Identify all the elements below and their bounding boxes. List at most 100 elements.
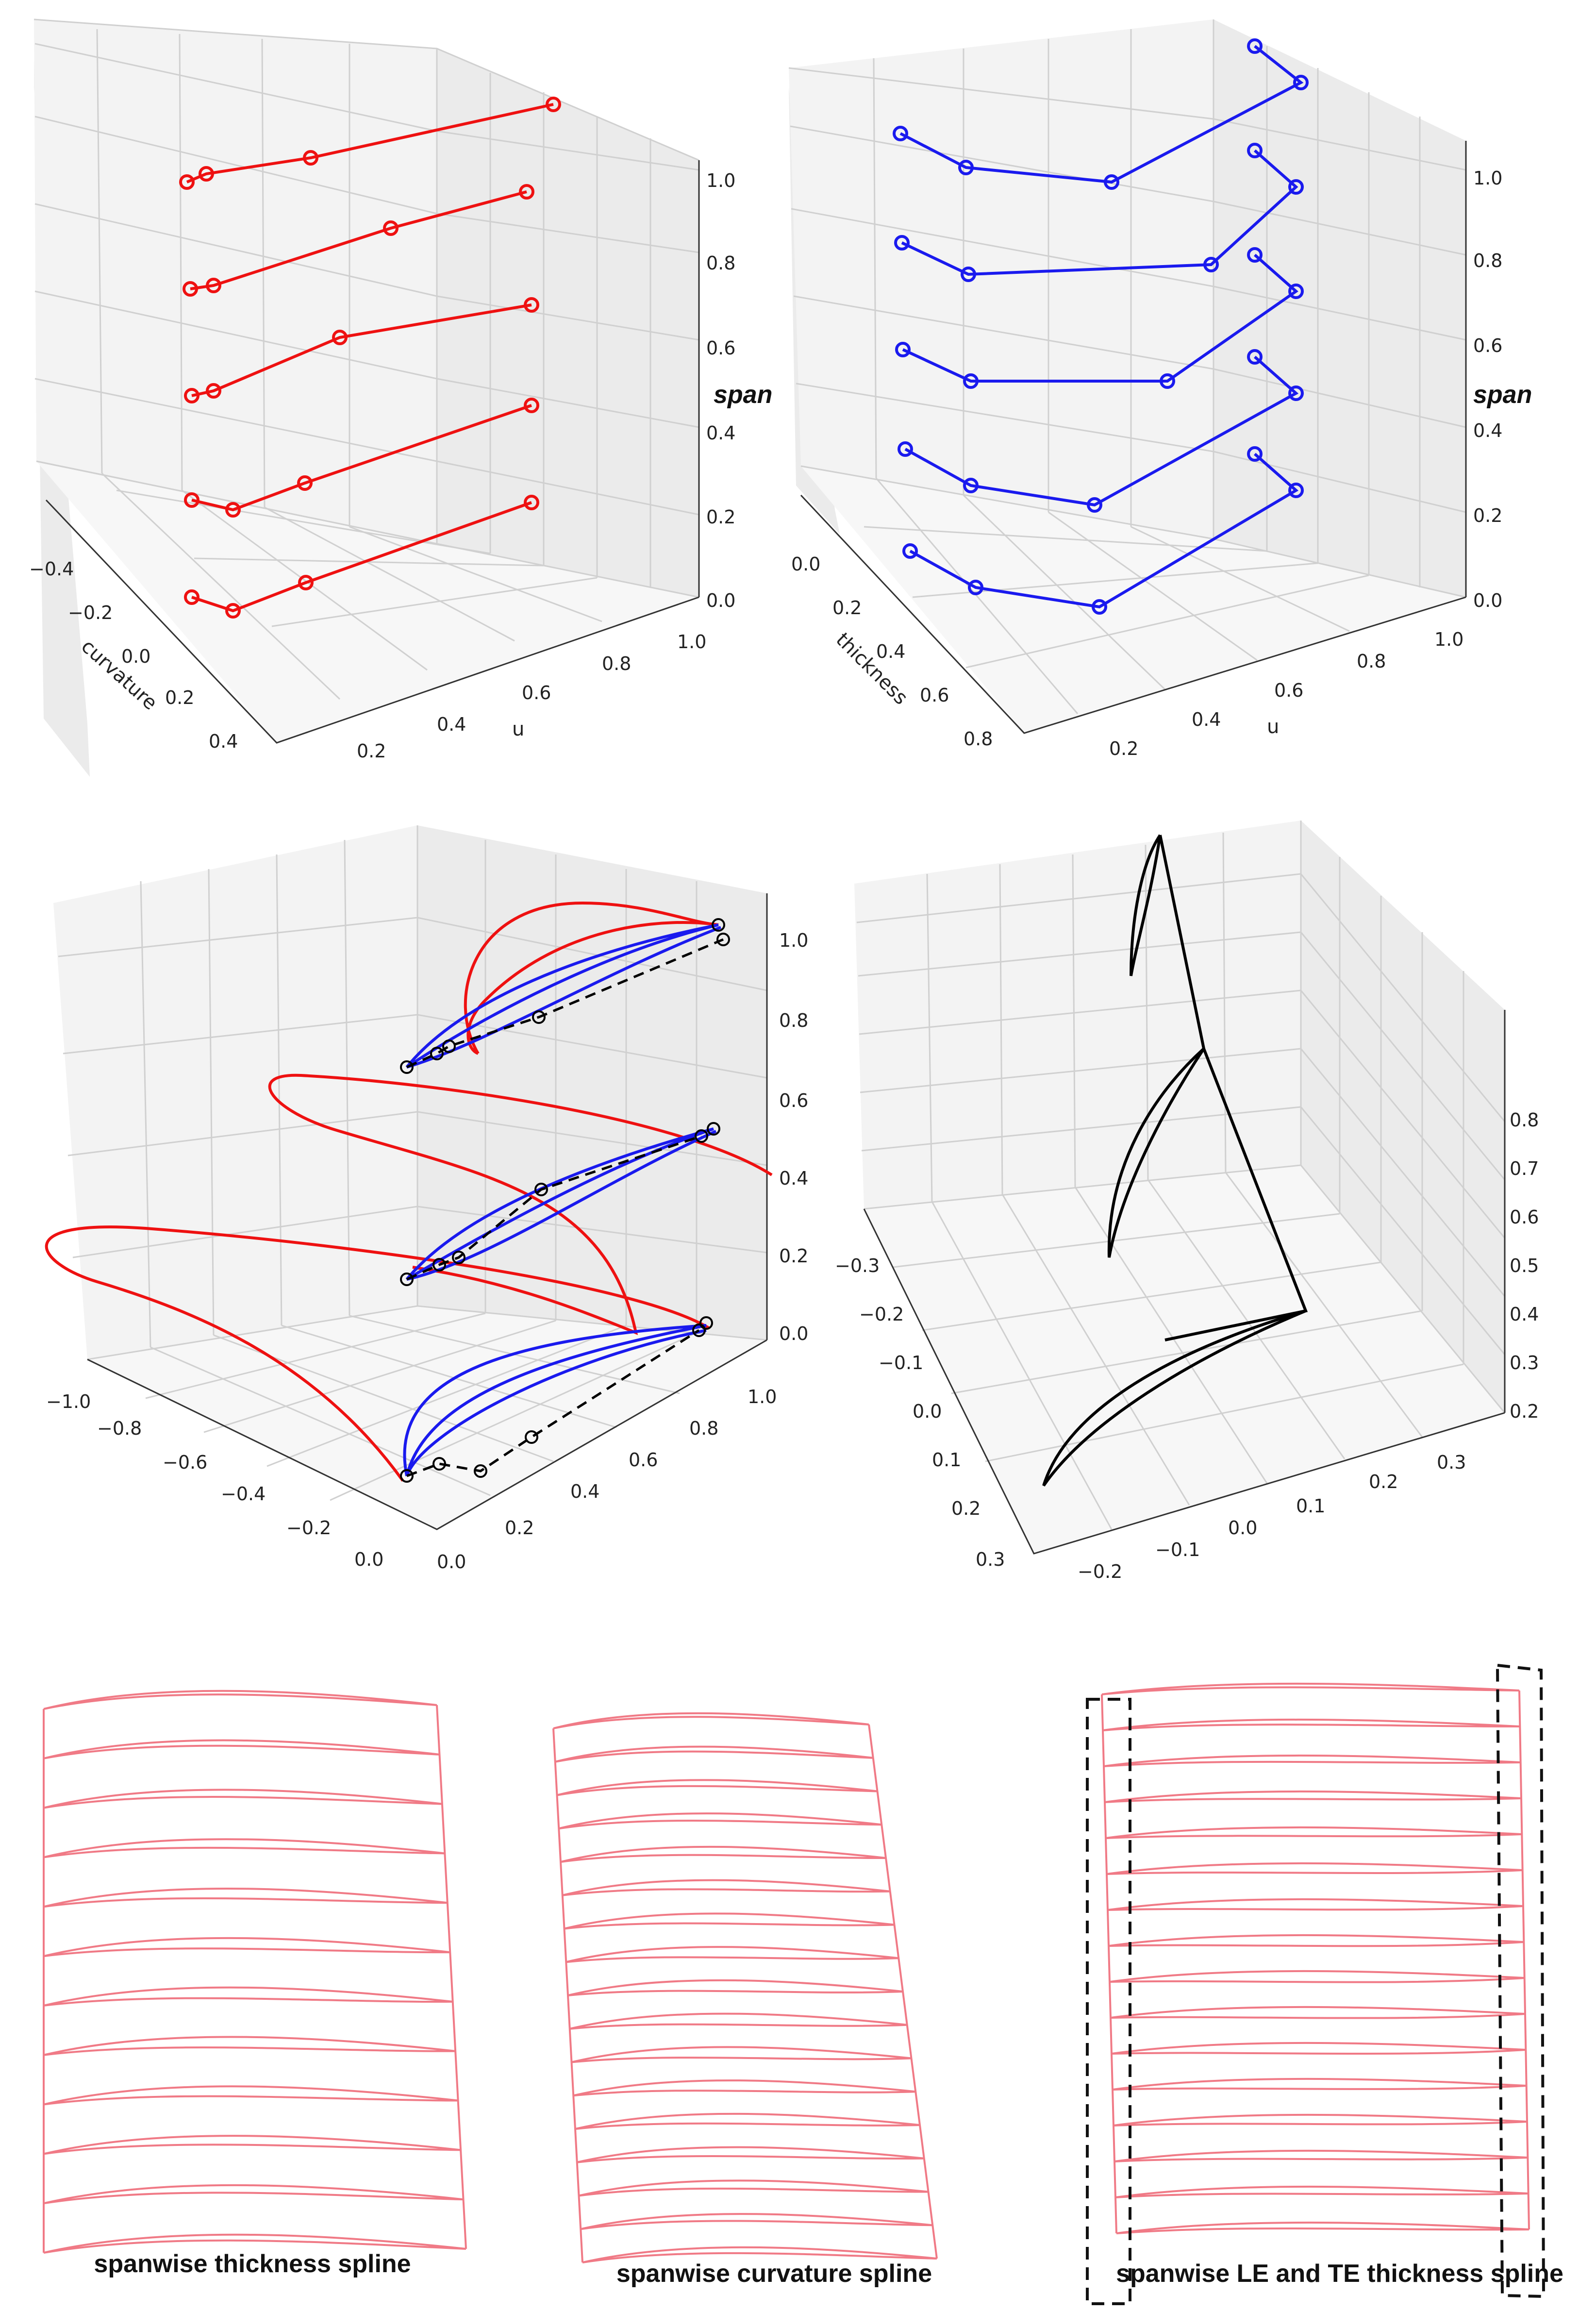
ztick-3: 0.6 [1473,335,1502,356]
control-points [400,918,730,1483]
ztick-1: 0.3 [1510,1352,1539,1373]
ztick-4: 0.8 [1473,250,1502,271]
blade-section [43,1838,445,1859]
red-curve-mid [268,1073,773,1335]
control-polyline-low [406,1329,700,1477]
caption-le-te: spanwise LE and TE thickness spline [1116,2260,1563,2288]
z-axis-ticks: 0.0 0.2 0.4 0.6 0.8 1.0 span [706,170,772,611]
point [692,1323,706,1337]
z-axis-ticks: 0.0 0.2 0.4 0.6 0.8 1.0 [779,930,808,1344]
point [297,475,313,491]
point [432,1457,446,1471]
ztick-4: 0.8 [779,1010,808,1031]
z-axis-ticks: 0.0 0.2 0.4 0.6 0.8 1.0 span [1473,167,1532,611]
pane-back [789,19,1214,539]
point [894,235,910,251]
point [1288,483,1304,498]
xtick-2: 0.4 [876,641,905,662]
blade-section [43,1690,437,1710]
ztick-1: 0.2 [779,1245,808,1267]
blade-section [1114,2149,1528,2162]
x-axis-ticks: −0.3 −0.2 −0.1 0.0 0.1 0.2 0.3 [835,1255,1005,1570]
point [400,1469,414,1483]
ytick-2: 0.6 [522,682,551,703]
ytick-3: 0.6 [629,1449,658,1471]
point [1247,143,1263,158]
series-span-0.25 [184,398,539,518]
blade-section [1107,1898,1524,1911]
blade-section [573,2079,916,2097]
blade-section [553,1712,869,1729]
ztick-5: 1.0 [706,170,735,191]
panel-profiles-3d: 0.0 0.2 0.4 0.6 0.8 1.0 −1.0 −0.8 −0.6 −… [45,825,808,1573]
blade-section [43,2085,458,2106]
xtick-1: −0.2 [68,602,113,623]
point [206,383,221,399]
x-axis-ticks: −1.0 −0.8 −0.6 −0.4 −0.2 0.0 [46,1391,383,1570]
blade-section [1110,2006,1526,2019]
y-axis-ticks: 0.0 0.2 0.4 0.6 0.8 1.0 [437,1386,777,1573]
point [519,184,534,200]
ztick-5: 1.0 [1473,167,1502,189]
pane-left [34,58,90,777]
pane-floor [36,461,699,743]
point [712,918,725,932]
point [895,342,911,357]
z-axis-label: span [714,381,772,409]
ztick-2: 0.4 [1510,1304,1539,1325]
leading-edge-line [1101,1694,1117,2234]
blade-section [560,1845,886,1863]
blade-section [1108,1934,1524,1947]
stacking-line [1159,835,1308,1341]
control-polyline-mid [406,1135,702,1281]
point [524,495,539,510]
blade-outline-bottom-left [43,1690,467,2254]
point [400,1273,414,1286]
y-axis-ticks: −0.2 −0.1 0.0 0.1 0.2 0.3 [1078,1452,1466,1582]
point [206,278,221,293]
blade-section [565,1946,899,1963]
point [1288,284,1304,299]
ztick-3: 0.6 [779,1090,808,1111]
point [432,1258,446,1272]
blade-section [1113,2113,1528,2127]
leading-edge-line [552,1728,583,2263]
ztick-3: 0.6 [706,337,735,359]
ytick-3: 0.8 [1357,651,1386,672]
blade-section [43,2184,464,2205]
panel-stacked-blade-3d: 0.2 0.3 0.4 0.5 0.6 0.7 0.8 −0.3 −0.2 −0… [835,821,1539,1582]
y-axis-label: u [1267,716,1279,738]
point [534,1183,548,1196]
point [183,281,198,297]
point [963,478,979,493]
series-span-0.0 [902,446,1304,615]
series-span-0.25 [898,349,1304,513]
ytick-1: 0.2 [505,1517,534,1539]
pane-back [34,19,437,544]
point [184,589,200,605]
blue-profile-low [403,1324,707,1477]
xtick-2: 0.0 [121,646,150,667]
point [958,160,974,175]
point [902,543,918,559]
blade-section [555,1745,873,1763]
blade-section [558,1812,882,1830]
grid-lines [58,825,767,1501]
point [1247,349,1263,365]
ytick-0: −0.2 [1078,1561,1122,1582]
point [699,1316,713,1330]
blade-section [1116,2221,1530,2234]
series-span-0.0 [184,495,539,619]
xtick-5: 0.0 [354,1549,383,1570]
point [452,1251,466,1264]
blade-section [1104,1790,1522,1803]
xtick-1: −0.8 [97,1418,142,1439]
blade-section [1105,1826,1522,1839]
blade-section [43,1937,450,1958]
blue-profile-mid [405,1127,717,1281]
series-span-1.0 [179,97,561,190]
point [898,441,913,457]
xtick-4: 0.1 [932,1449,961,1471]
point [1247,247,1263,263]
ztick-2: 0.4 [779,1168,808,1189]
